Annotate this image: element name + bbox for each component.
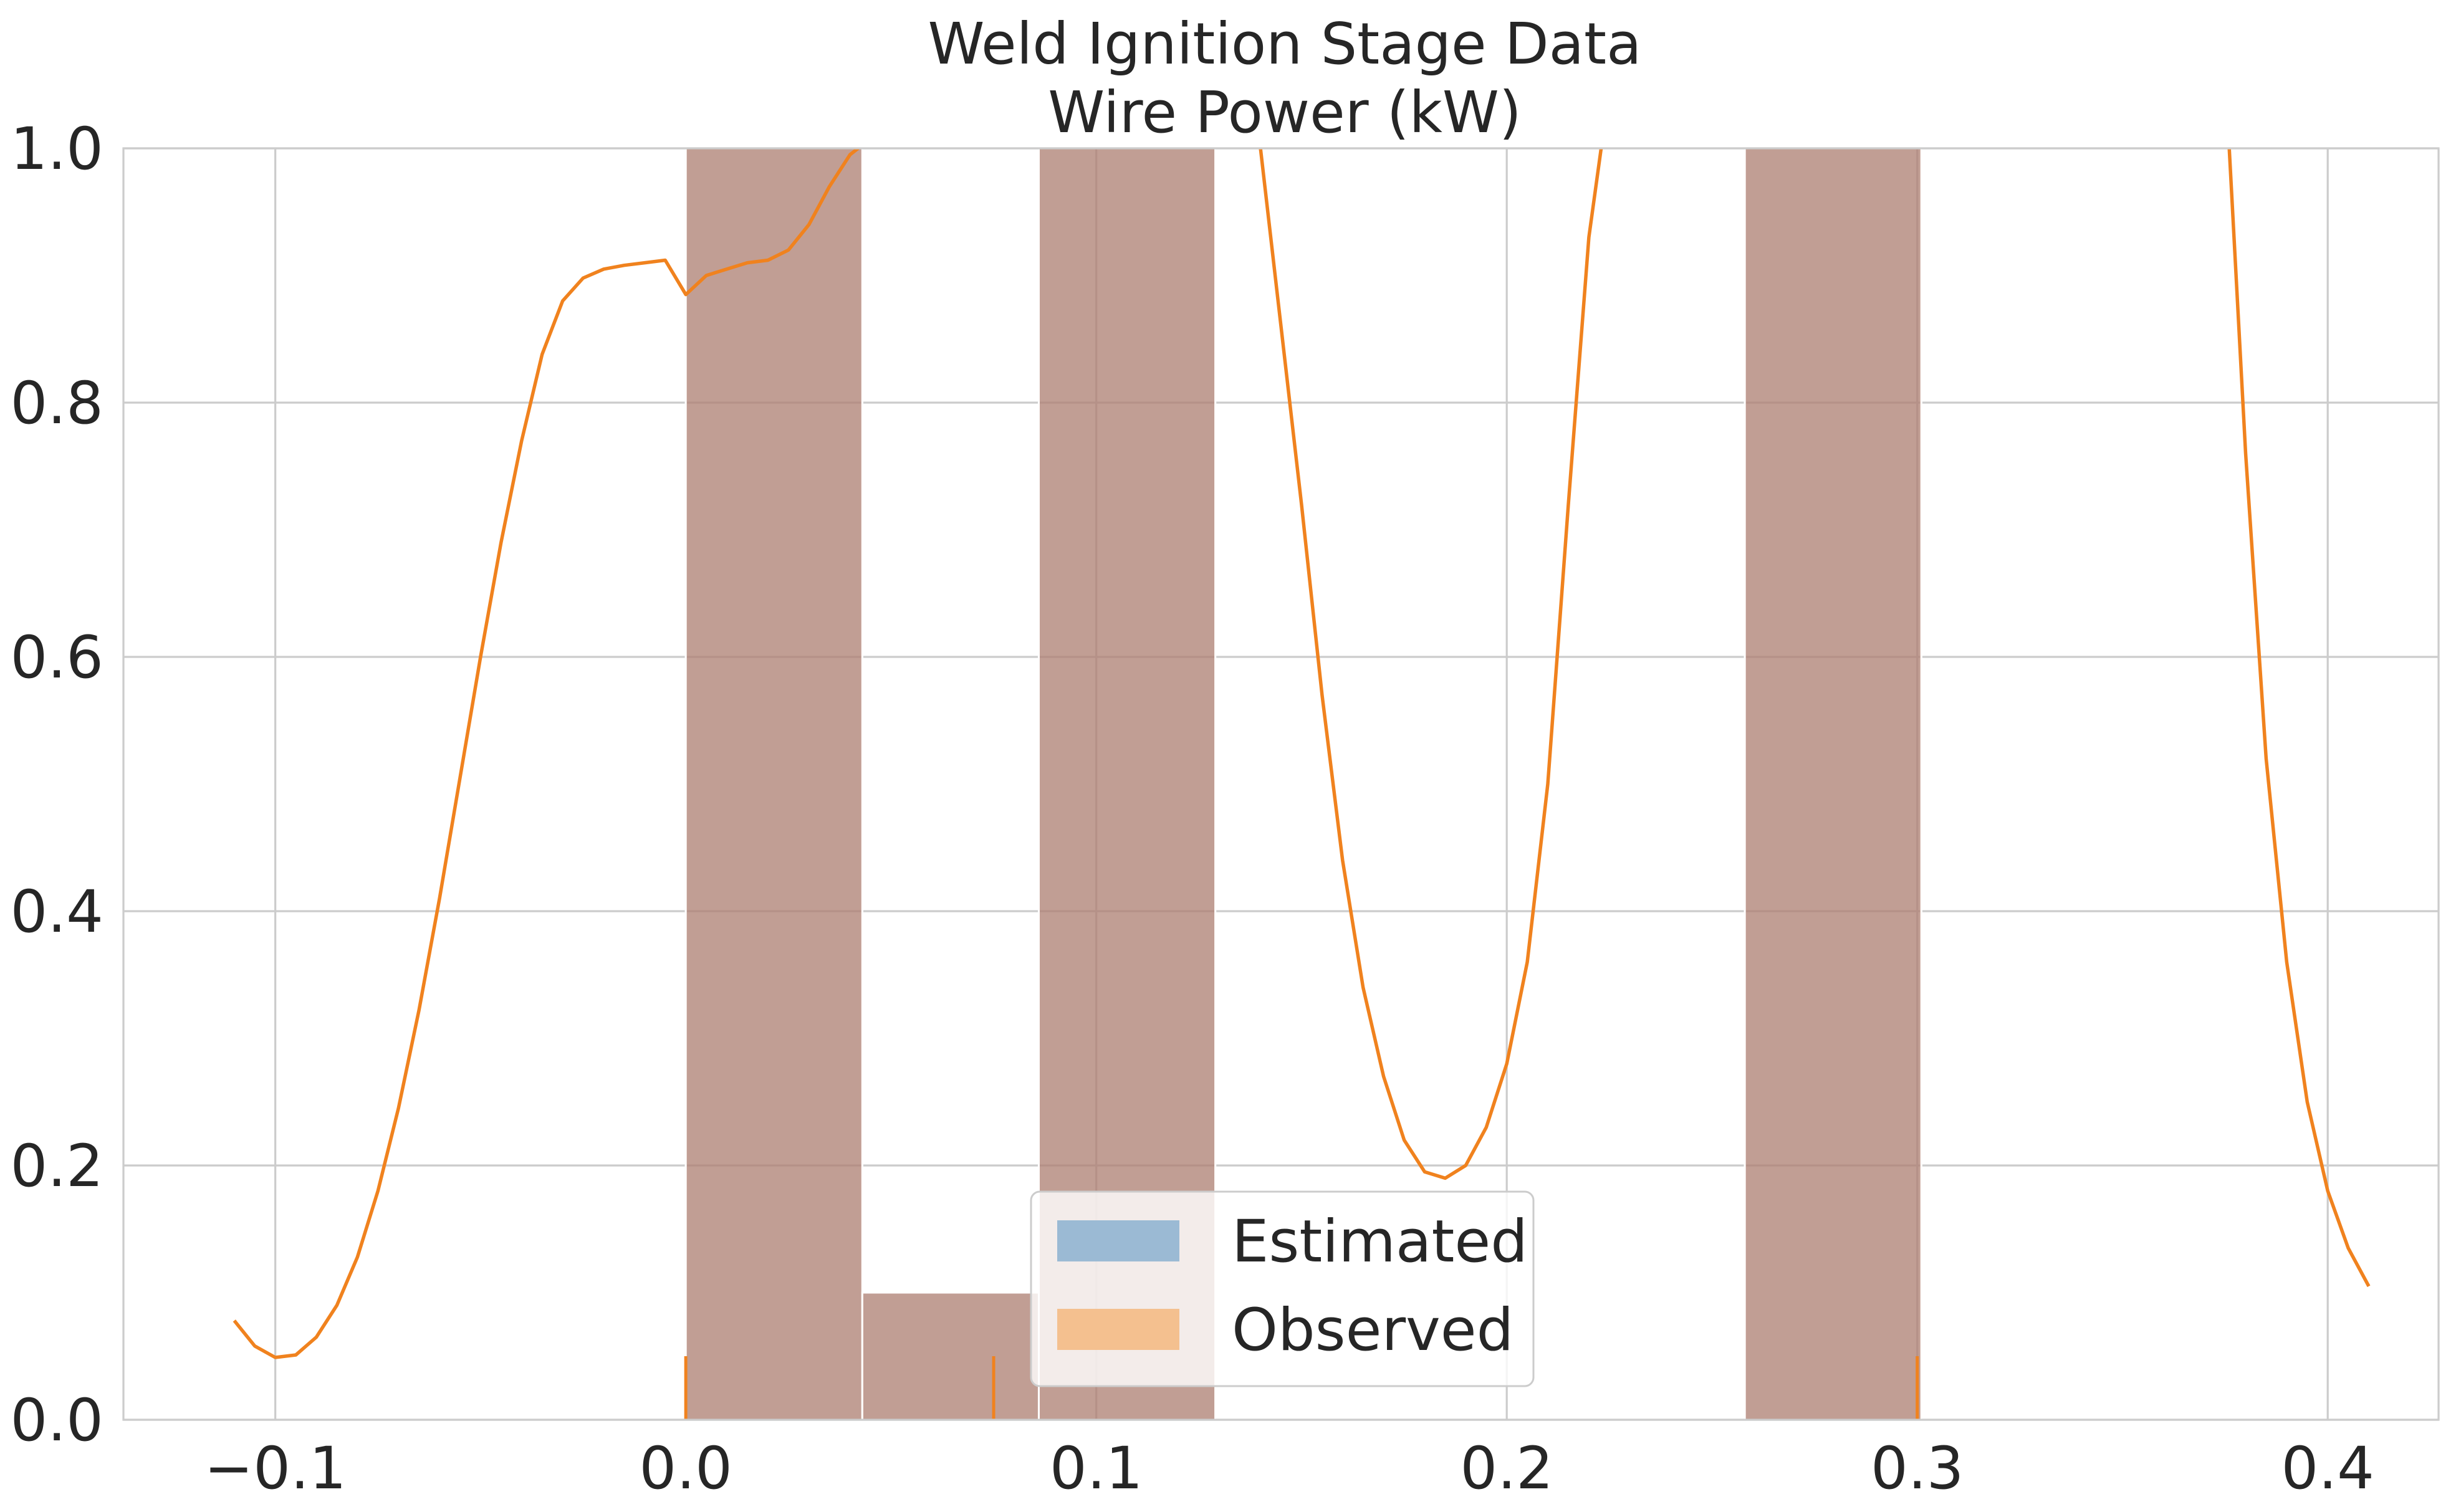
legend-label-observed: Observed: [1232, 1296, 1514, 1364]
line-layer: [233, 148, 2371, 1359]
hist-bar-observed-6: [1744, 147, 1922, 1421]
x-tick-label-1: 0.0: [639, 1435, 732, 1503]
tick-layer: −0.1 0.0 0.1 0.2 0.3 0.4 0.0 0.2 0.4 0.6 0.8 1.0: [11, 115, 2374, 1503]
kde-line-segment-1: [1259, 148, 1603, 1180]
chart-title: Weld Ignition Stage Data: [928, 11, 1641, 77]
title-layer: Weld Ignition Stage Data Wire Power (kW): [928, 11, 1641, 146]
legend-label-estimated: Estimated: [1232, 1208, 1528, 1276]
legend-swatch-estimated: [1057, 1220, 1179, 1261]
kde-line-segment-0: [233, 148, 860, 1359]
y-tick-label-0: 0.0: [11, 1387, 104, 1455]
y-tick-label-3: 0.6: [11, 624, 104, 692]
legend-swatch-observed: [1057, 1309, 1179, 1350]
x-tick-label-3: 0.2: [1460, 1435, 1553, 1503]
hist-bar-observed-1: [861, 1291, 1040, 1421]
plot-frame: [122, 147, 2440, 1421]
hist-bar-observed-0: [684, 147, 863, 1421]
y-tick-label-2: 0.4: [11, 878, 104, 946]
chart-subtitle: Wire Power (kW): [1048, 79, 1522, 146]
kde-line-segment-2: [2227, 148, 2371, 1288]
y-tick-label-4: 0.8: [11, 370, 104, 438]
x-tick-label-0: −0.1: [204, 1435, 347, 1503]
y-tick-label-1: 0.2: [11, 1132, 104, 1200]
rug-layer: [684, 1356, 1919, 1420]
x-tick-label-5: 0.4: [2281, 1435, 2374, 1503]
y-tick-label-5: 1.0: [11, 115, 104, 183]
x-tick-label-4: 0.3: [1871, 1435, 1964, 1503]
spine-layer: [122, 147, 2440, 1421]
legend: Estimated Observed: [1030, 1190, 1535, 1387]
x-tick-label-2: 0.1: [1050, 1435, 1143, 1503]
